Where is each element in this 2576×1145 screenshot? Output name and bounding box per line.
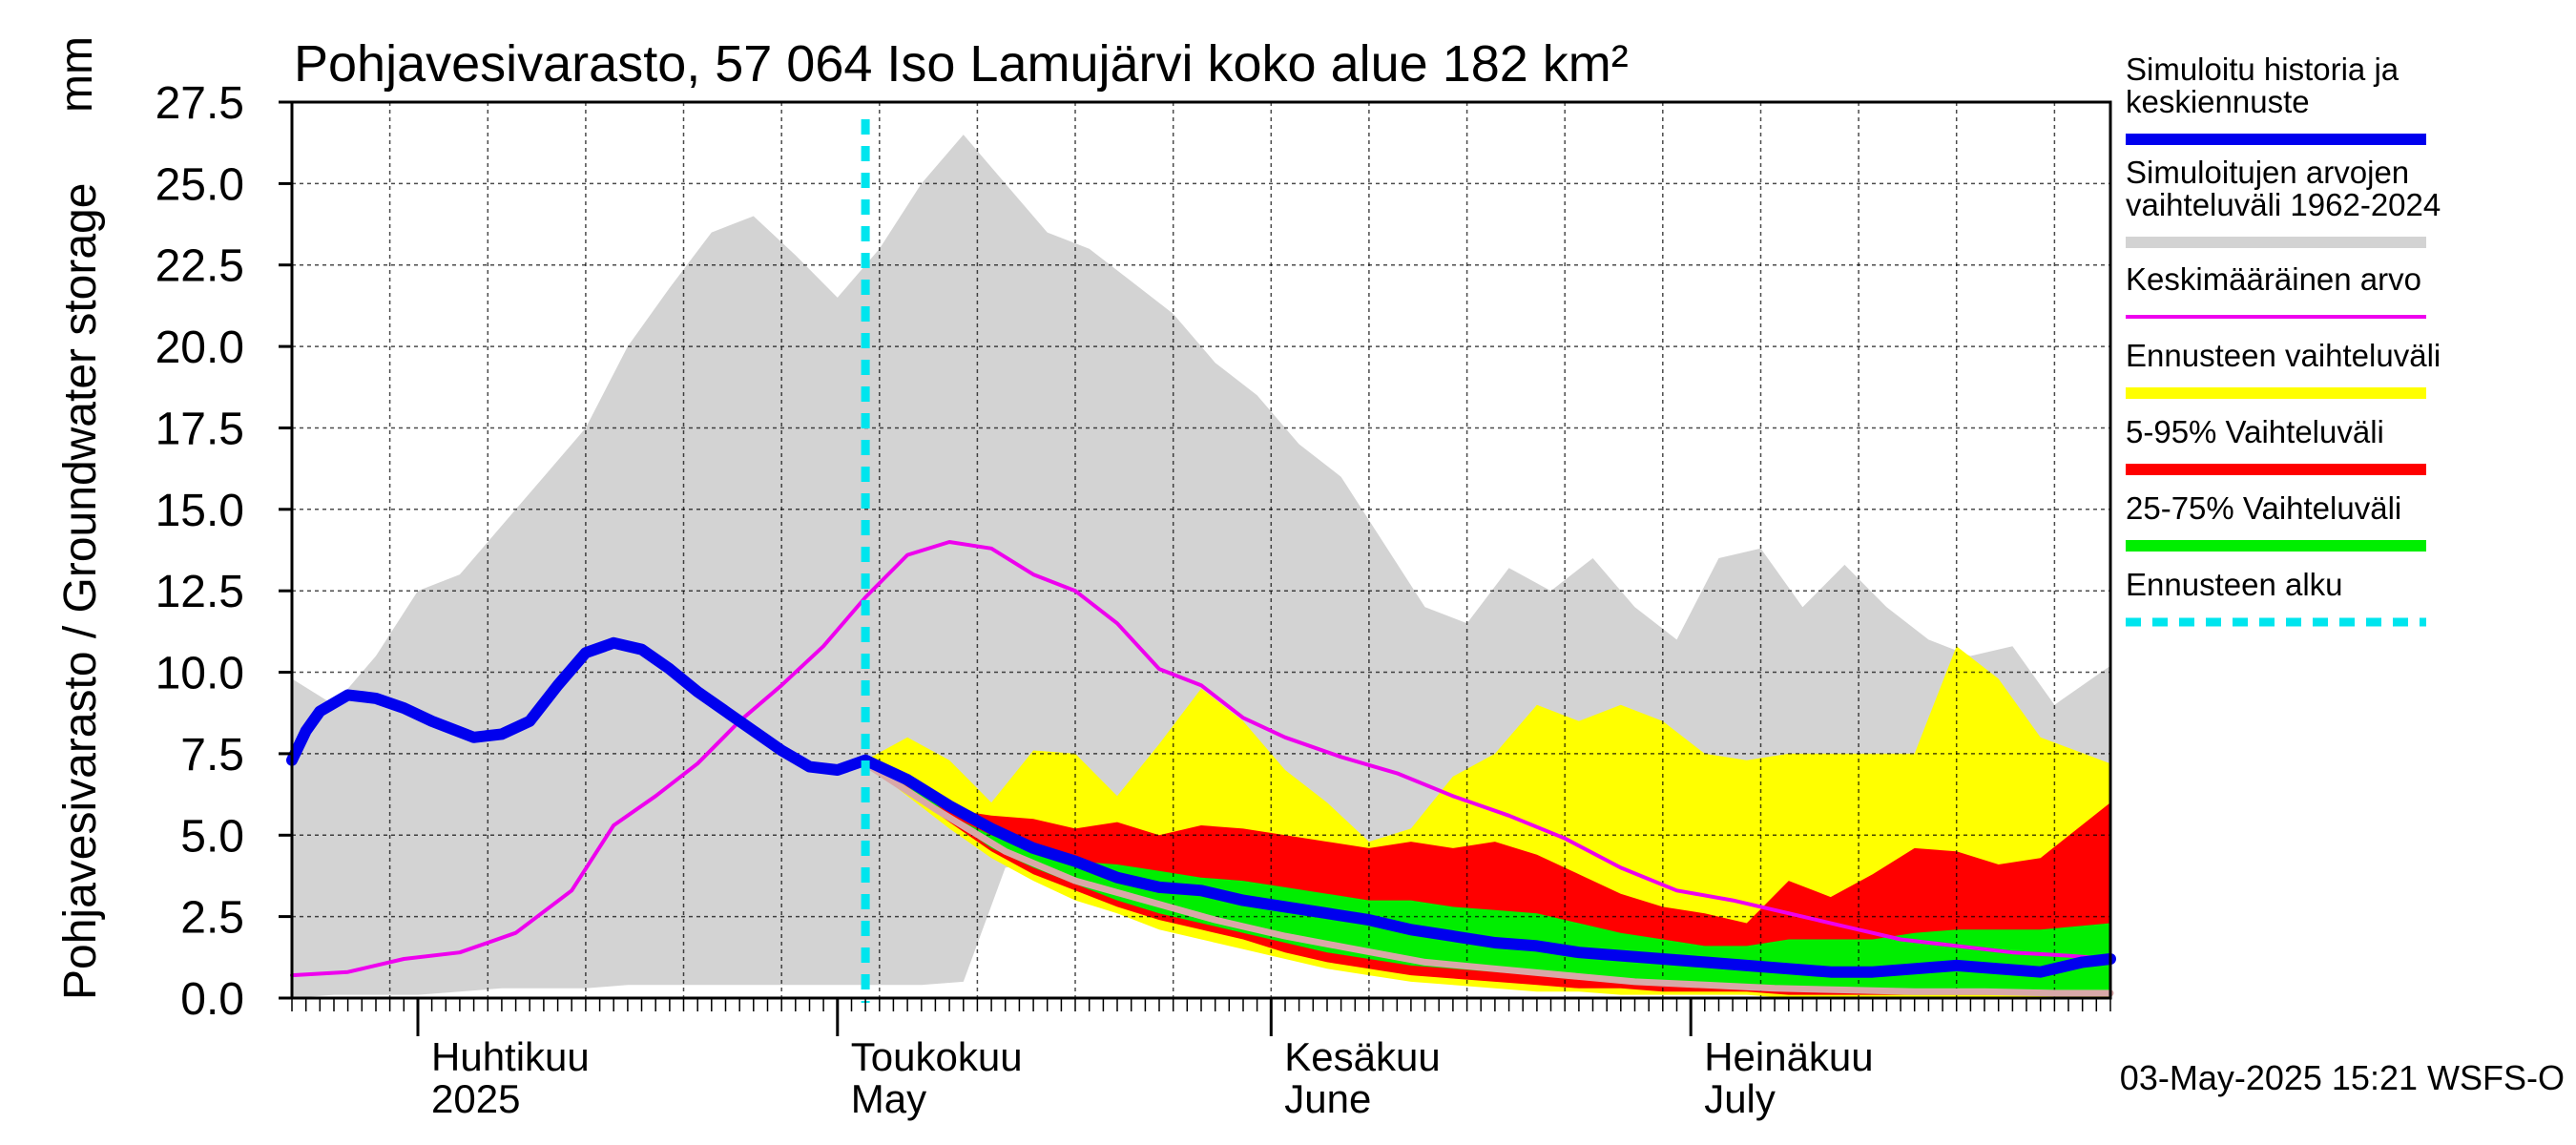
legend-label-history-range: vaihteluväli 1962-2024 — [2126, 187, 2441, 222]
x-month-label-en-0: 2025 — [431, 1076, 520, 1121]
y-tick-label-9: 22.5 — [156, 241, 244, 292]
y-tick-label-1: 2.5 — [180, 893, 244, 944]
grid — [292, 102, 2110, 998]
x-month-label-fi-0: Huhtikuu — [431, 1034, 590, 1079]
y-axis-label: Pohjavesivarasto / Groundwater storage — [55, 183, 106, 1000]
y-tick-label-3: 7.5 — [180, 730, 244, 781]
legend-label-p5-95: 5-95% Vaihteluväli — [2126, 414, 2384, 449]
legend-label-forecast-range: Ennusteen vaihteluväli — [2126, 338, 2441, 373]
series-lines — [286, 119, 2116, 1003]
y-tick-label-10: 25.0 — [156, 159, 244, 210]
chart-title: Pohjavesivarasto, 57 064 Iso Lamujärvi k… — [294, 35, 1629, 93]
x-month-label-fi-3: Heinäkuu — [1704, 1034, 1873, 1079]
x-month-label-fi-2: Kesäkuu — [1284, 1034, 1440, 1079]
y-tick-label-5: 12.5 — [156, 567, 244, 617]
simulated-history-line — [286, 636, 2116, 978]
legend-label-history-range: Simuloitujen arvojen — [2126, 155, 2409, 190]
legend-label-simulated: Simuloitu historia ja — [2126, 52, 2399, 87]
y-tick-label-4: 10.0 — [156, 649, 244, 699]
median-forecast-line — [862, 760, 2114, 997]
y-tick-label-6: 15.0 — [156, 486, 244, 536]
timestamp-footer: 03-May-2025 15:21 WSFS-O — [2120, 1058, 2565, 1097]
y-tick-label-11: 27.5 — [156, 78, 244, 129]
y-tick-label-0: 0.0 — [180, 974, 244, 1025]
y-tick-label-2: 5.0 — [180, 811, 244, 862]
y-tick-label-7: 17.5 — [156, 405, 244, 455]
legend-label-simulated: keskiennuste — [2126, 84, 2310, 119]
y-unit-label: mm — [52, 36, 102, 113]
x-month-label-en-1: May — [851, 1076, 926, 1121]
axes: 0.0 2.5 5.0 7.5 10.0 12.5 15.0 17.5 20.0 22.5 25.0… — [156, 78, 2112, 1121]
legend-label-forecast-line: Ennusteen alku — [2126, 567, 2343, 602]
x-month-label-en-3: July — [1704, 1076, 1776, 1121]
x-month-label-fi-1: Toukokuu — [851, 1034, 1023, 1079]
y-tick-label-8: 20.0 — [156, 323, 244, 373]
legend-label-p25-75: 25-75% Vaihteluväli — [2126, 490, 2401, 526]
legend-label-mean: Keskimääräinen arvo — [2126, 261, 2421, 297]
p5-95-band — [865, 760, 2110, 995]
x-month-label-en-2: June — [1284, 1076, 1371, 1121]
mean-value-line — [290, 540, 2112, 978]
